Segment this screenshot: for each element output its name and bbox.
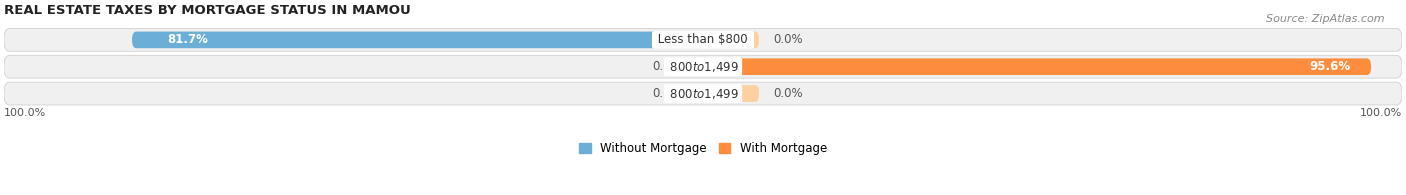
FancyBboxPatch shape xyxy=(703,32,759,48)
FancyBboxPatch shape xyxy=(4,28,1402,51)
FancyBboxPatch shape xyxy=(703,85,759,102)
Text: 100.0%: 100.0% xyxy=(4,107,46,118)
FancyBboxPatch shape xyxy=(4,82,1402,105)
Text: 81.7%: 81.7% xyxy=(167,33,208,46)
Text: 0.0%: 0.0% xyxy=(773,87,803,100)
Text: $800 to $1,499: $800 to $1,499 xyxy=(666,87,740,101)
Text: 95.6%: 95.6% xyxy=(1309,60,1350,73)
Text: 0.0%: 0.0% xyxy=(652,87,682,100)
Text: $800 to $1,499: $800 to $1,499 xyxy=(666,60,740,74)
Text: Less than $800: Less than $800 xyxy=(654,33,752,46)
Text: 0.0%: 0.0% xyxy=(773,33,803,46)
FancyBboxPatch shape xyxy=(132,32,703,48)
Text: REAL ESTATE TAXES BY MORTGAGE STATUS IN MAMOU: REAL ESTATE TAXES BY MORTGAGE STATUS IN … xyxy=(4,4,411,17)
Text: 100.0%: 100.0% xyxy=(1360,107,1402,118)
Text: Source: ZipAtlas.com: Source: ZipAtlas.com xyxy=(1267,14,1385,24)
FancyBboxPatch shape xyxy=(4,55,1402,78)
Legend: Without Mortgage, With Mortgage: Without Mortgage, With Mortgage xyxy=(579,142,827,155)
Text: 0.0%: 0.0% xyxy=(652,60,682,73)
FancyBboxPatch shape xyxy=(703,58,1371,75)
